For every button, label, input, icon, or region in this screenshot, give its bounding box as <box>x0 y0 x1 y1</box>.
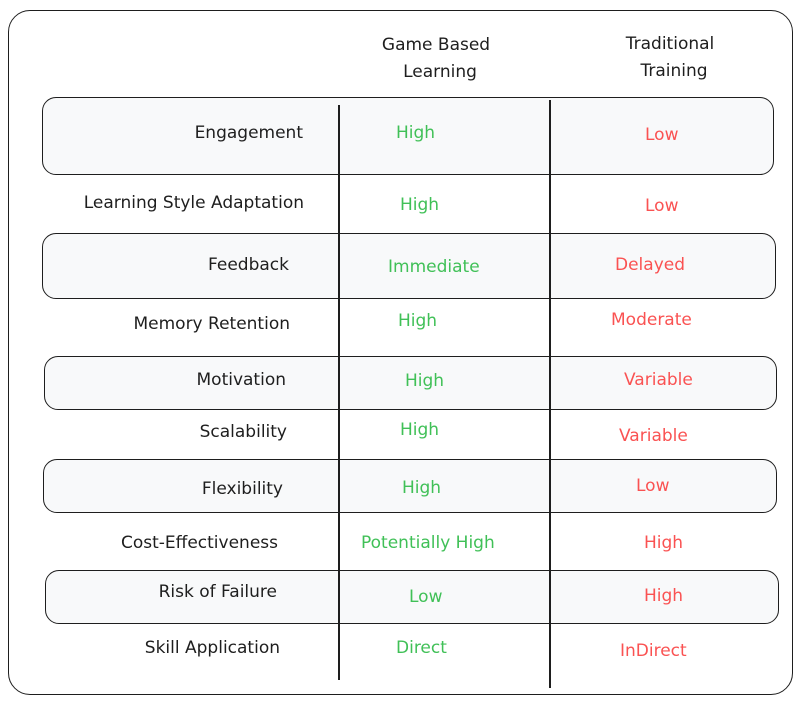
header-game-based-line1: Game Based <box>381 35 491 55</box>
traditional-value: InDirect <box>620 641 687 661</box>
game-based-value: Low <box>409 587 443 607</box>
game-based-value: High <box>405 371 445 391</box>
row-label: Feedback <box>208 255 289 275</box>
row-label: Engagement <box>194 123 303 143</box>
game-based-value: High <box>402 478 442 498</box>
row-label: Risk of Failure <box>158 582 277 602</box>
traditional-value: Delayed <box>615 255 686 275</box>
traditional-value: Moderate <box>611 310 692 330</box>
header-traditional-line1: Traditional <box>625 34 715 54</box>
game-based-value: High <box>400 420 440 440</box>
row-band-flexibility <box>43 459 777 513</box>
game-based-value: Potentially High <box>361 533 495 553</box>
row-label: Cost-Effectiveness <box>120 533 278 553</box>
traditional-value: Low <box>645 196 679 216</box>
row-label: Motivation <box>196 370 287 390</box>
row-label: Scalability <box>199 422 287 442</box>
traditional-value: Variable <box>624 370 693 390</box>
traditional-value: Variable <box>619 426 688 446</box>
traditional-value: Low <box>636 476 670 496</box>
row-band-risk <box>45 570 779 624</box>
row-band-engagement <box>42 97 774 175</box>
header-game-based-line2: Learning <box>403 62 477 82</box>
row-label: Learning Style Adaptation <box>83 193 304 213</box>
traditional-value: High <box>644 586 684 606</box>
traditional-value: High <box>644 533 684 553</box>
row-label: Flexibility <box>201 479 283 499</box>
table-frame <box>8 10 793 695</box>
game-based-value: High <box>400 195 440 215</box>
game-based-value: Immediate <box>388 257 480 277</box>
row-band-motivation <box>44 356 777 410</box>
row-label: Skill Application <box>144 638 280 658</box>
row-label: Memory Retention <box>133 314 290 334</box>
column-divider-1 <box>338 105 340 680</box>
row-band-feedback <box>42 233 776 299</box>
game-based-value: Direct <box>396 638 447 658</box>
traditional-value: Low <box>645 125 679 145</box>
column-divider-2 <box>549 100 551 688</box>
game-based-value: High <box>398 311 438 331</box>
header-traditional-line2: Training <box>640 61 708 81</box>
game-based-value: High <box>396 123 436 143</box>
